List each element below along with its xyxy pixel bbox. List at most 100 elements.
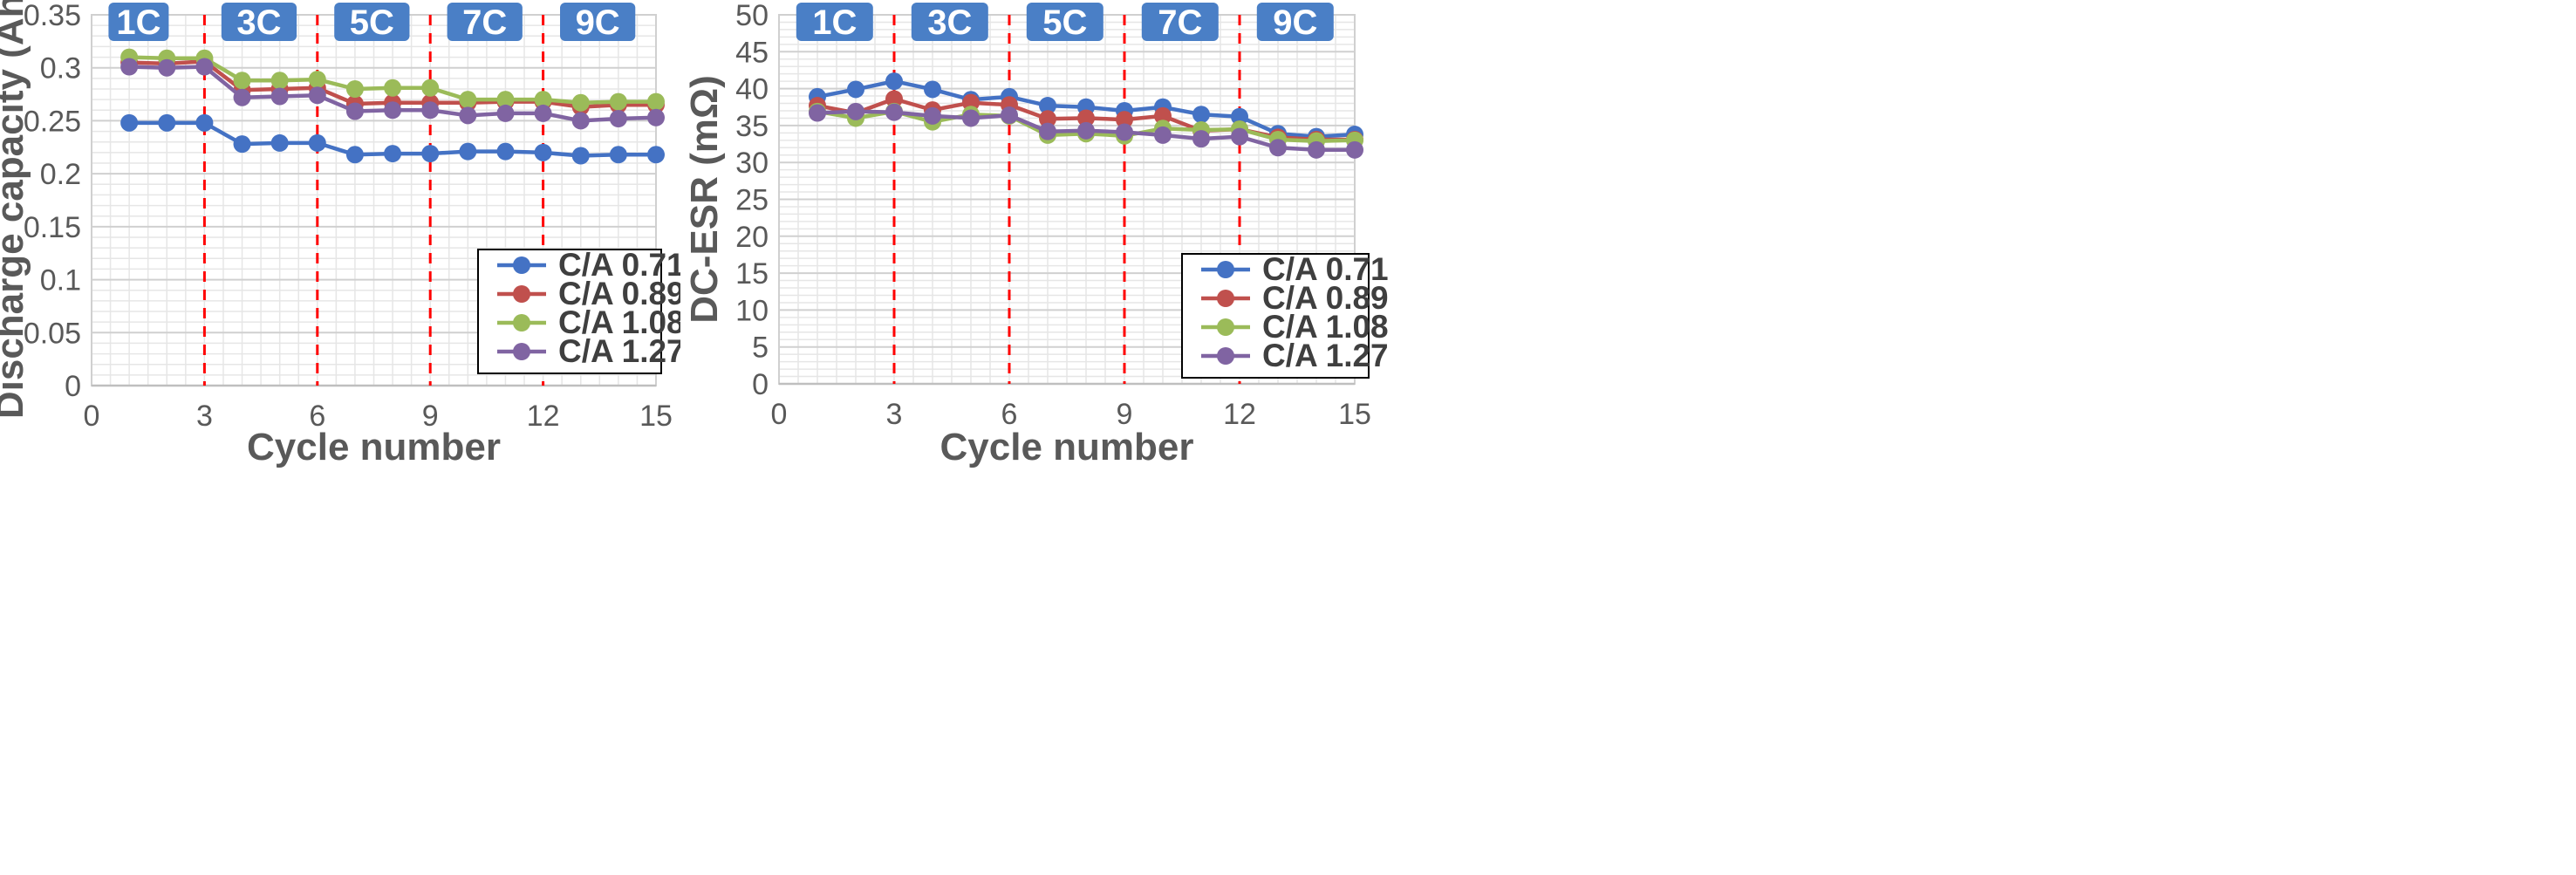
rate-label-box xyxy=(221,3,297,41)
data-point xyxy=(384,145,402,163)
y-tick-label: 35 xyxy=(735,110,769,143)
legend-swatch-marker xyxy=(513,343,530,360)
legend-label: C/A 1.08 xyxy=(558,304,680,340)
data-point xyxy=(233,72,251,90)
data-point xyxy=(924,80,941,99)
data-point xyxy=(1231,127,1248,146)
data-point xyxy=(571,93,590,112)
legend-label: C/A 1.27 xyxy=(558,333,680,369)
data-point xyxy=(609,92,627,111)
data-point xyxy=(924,106,941,125)
data-point xyxy=(459,106,477,125)
data-point xyxy=(609,146,627,164)
data-point xyxy=(1077,121,1095,140)
data-point xyxy=(647,92,665,111)
data-point xyxy=(421,101,440,120)
x-tick-label: 12 xyxy=(1223,398,1256,431)
y-tick-label: 0.15 xyxy=(24,211,81,244)
data-point xyxy=(1192,106,1210,124)
data-point xyxy=(120,113,139,132)
y-tick-label: 0.25 xyxy=(24,105,81,138)
data-point xyxy=(384,79,402,97)
x-tick-label: 15 xyxy=(1338,398,1371,431)
rate-label: 5C xyxy=(350,3,394,42)
data-point xyxy=(1077,109,1095,127)
legend-swatch-marker xyxy=(513,256,530,274)
rate-label-box xyxy=(447,3,523,41)
data-point xyxy=(308,86,326,105)
y-tick-label: 0.1 xyxy=(40,264,81,297)
x-axis-title: Cycle number xyxy=(247,426,501,468)
legend-swatch-marker xyxy=(513,314,530,332)
data-point xyxy=(534,104,552,122)
legend-swatch-marker xyxy=(513,285,530,303)
data-point xyxy=(847,80,864,99)
y-tick-label: 45 xyxy=(735,36,769,69)
y-tick-label: 0.35 xyxy=(24,0,81,32)
rate-label-box xyxy=(1256,3,1334,41)
data-point xyxy=(421,79,440,97)
data-point xyxy=(308,71,326,89)
y-axis-title: DC-ESR (mΩ) xyxy=(683,75,726,324)
data-point xyxy=(308,133,326,152)
rate-label: 7C xyxy=(1158,3,1202,42)
data-point xyxy=(534,143,552,161)
data-point xyxy=(1039,122,1056,140)
rate-label-box xyxy=(796,3,873,41)
data-point xyxy=(1269,139,1287,157)
y-tick-label: 25 xyxy=(735,184,769,217)
rate-label: 3C xyxy=(236,3,281,42)
data-point xyxy=(233,135,251,154)
x-tick-label: 9 xyxy=(422,400,439,433)
x-tick-label: 12 xyxy=(527,400,560,433)
rate-label-box xyxy=(560,3,636,41)
x-tick-label: 15 xyxy=(639,400,673,433)
legend-label: C/A 0.71 xyxy=(1262,251,1389,287)
data-point xyxy=(496,142,515,161)
data-point xyxy=(233,88,251,106)
legend-label: C/A 1.27 xyxy=(1262,338,1389,373)
x-axis-title: Cycle number xyxy=(940,426,1194,468)
data-point xyxy=(885,90,903,108)
data-point xyxy=(195,58,214,76)
y-tick-label: 0.2 xyxy=(40,158,81,191)
data-point xyxy=(270,133,289,152)
legend-swatch-marker xyxy=(1217,347,1234,365)
legend-label: C/A 0.89 xyxy=(1262,280,1389,316)
rate-label-box xyxy=(1141,3,1219,41)
y-tick-label: 0.05 xyxy=(24,317,81,350)
legend-swatch-marker xyxy=(1217,318,1234,336)
data-point xyxy=(459,91,477,109)
data-point xyxy=(345,102,364,120)
data-point xyxy=(571,112,590,130)
x-tick-label: 6 xyxy=(309,400,325,433)
x-tick-label: 9 xyxy=(1117,398,1133,431)
data-point xyxy=(1039,97,1056,115)
data-point xyxy=(1116,111,1133,129)
data-point xyxy=(1116,123,1133,141)
y-tick-label: 20 xyxy=(735,221,769,254)
x-tick-label: 0 xyxy=(84,400,100,433)
data-point xyxy=(421,145,440,163)
data-point xyxy=(885,103,903,121)
data-point xyxy=(885,72,903,91)
data-point xyxy=(120,58,139,76)
y-tick-label: 5 xyxy=(752,332,769,365)
data-point xyxy=(809,104,826,122)
data-point xyxy=(496,91,515,109)
rate-label: 7C xyxy=(462,3,507,42)
y-tick-label: 0 xyxy=(65,370,81,403)
legend-swatch-marker xyxy=(1217,290,1234,307)
data-point xyxy=(847,102,864,120)
x-tick-label: 3 xyxy=(886,398,903,431)
data-point xyxy=(345,80,364,98)
data-point xyxy=(1308,140,1325,159)
data-point xyxy=(158,58,176,77)
data-point xyxy=(1231,107,1248,126)
y-axis-title: Discharge capacity (Ah) xyxy=(0,0,31,419)
data-point xyxy=(496,104,515,122)
rate-label: 1C xyxy=(812,3,857,42)
data-point xyxy=(459,142,477,161)
